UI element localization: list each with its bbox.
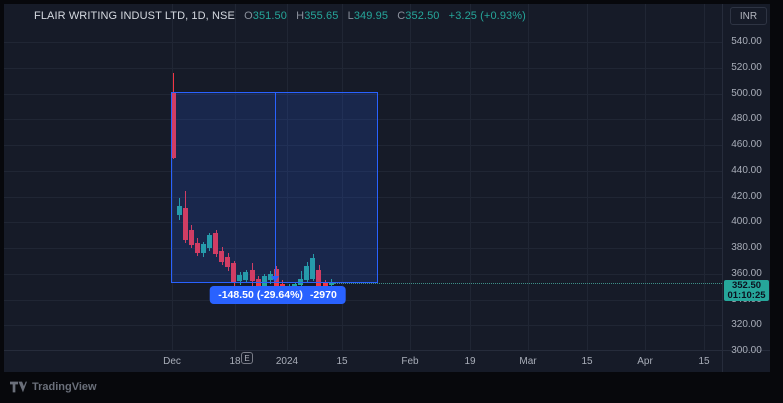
time-tick-label: 15 xyxy=(336,356,348,367)
low-value: 349.95 xyxy=(353,10,389,22)
measure-extra: -2970 xyxy=(309,289,337,302)
price-tick-label: 520.00 xyxy=(731,61,762,73)
bar-countdown: 01:10:25 xyxy=(727,289,766,301)
h-gridline xyxy=(4,300,722,301)
candle xyxy=(195,242,200,254)
candle xyxy=(201,244,206,254)
price-tick-label: 320.00 xyxy=(731,319,762,331)
h-gridline xyxy=(4,222,722,223)
currency-toggle-button[interactable]: INR xyxy=(730,7,767,25)
v-gridline xyxy=(342,4,343,350)
h-gridline xyxy=(4,274,722,275)
measure-vline xyxy=(274,92,276,278)
price-tick-label: 440.00 xyxy=(731,164,762,176)
h-gridline xyxy=(4,248,722,249)
h-gridline xyxy=(4,197,722,198)
h-gridline xyxy=(4,145,722,146)
v-gridline xyxy=(704,4,705,350)
candle xyxy=(329,283,334,285)
price-tick-label: 500.00 xyxy=(731,87,762,99)
time-axis[interactable]: Dec 18 2024 15 Feb 19 Mar 15 Apr 15 E xyxy=(4,351,722,372)
candle xyxy=(183,208,188,241)
symbol-header: FLAIR WRITING INDUST LTD, 1D, NSE O351.5… xyxy=(34,10,526,22)
candle xyxy=(304,266,309,281)
time-tick-label: Apr xyxy=(637,356,653,367)
candle xyxy=(316,269,321,287)
last-price-value: 352.50 xyxy=(731,279,762,291)
candle xyxy=(171,92,176,158)
candle xyxy=(207,235,212,248)
chart-panel[interactable]: -148.50 (-29.64%) -2970 FLAIR WRITING INDU… xyxy=(4,4,770,372)
candlestick-plot-area[interactable]: -148.50 (-29.64%) -2970 xyxy=(4,4,722,350)
tradingview-logo-text: TradingView xyxy=(32,381,97,393)
candle xyxy=(237,275,242,282)
v-gridline xyxy=(528,4,529,350)
price-tick-label: 460.00 xyxy=(731,139,762,150)
candle xyxy=(225,257,230,268)
v-gridline xyxy=(587,4,588,350)
candle xyxy=(189,229,194,246)
high-value: 355.65 xyxy=(304,10,339,22)
candle xyxy=(243,272,248,281)
v-gridline xyxy=(645,4,646,350)
candle xyxy=(250,269,255,282)
time-tick-label: 2024 xyxy=(275,356,299,367)
open-value: 351.50 xyxy=(252,10,287,22)
close-label: C xyxy=(397,10,406,22)
price-axis-separator xyxy=(722,4,723,372)
symbol-interval-exchange: , 1D, NSE xyxy=(185,10,235,22)
price-tick-label: 300.00 xyxy=(731,345,762,356)
price-tick-label: 420.00 xyxy=(731,190,762,202)
h-gridline xyxy=(4,94,722,95)
measure-price-change: -148.50 xyxy=(218,289,254,302)
price-axis[interactable]: 540.00 520.00 500.00 480.00 460.00 440.00 420.… xyxy=(723,4,770,356)
v-gridline xyxy=(172,4,173,350)
measure-percent: (-29.64%) xyxy=(256,289,303,302)
v-gridline xyxy=(470,4,471,350)
symbol-name[interactable]: FLAIR WRITING INDUST LTD xyxy=(34,10,186,22)
h-gridline xyxy=(4,171,722,172)
measure-arrowhead-icon xyxy=(271,276,279,283)
time-tick-label: 18 xyxy=(229,356,241,367)
price-tick-label: 480.00 xyxy=(731,113,762,125)
price-tick-label: 360.00 xyxy=(731,267,762,279)
candle xyxy=(231,263,236,283)
low-label: L xyxy=(347,10,354,22)
candle xyxy=(310,258,315,279)
time-axis-separator xyxy=(4,350,770,351)
h-gridline xyxy=(4,119,722,120)
v-gridline xyxy=(235,4,236,350)
change-value: +3.25 (+0.93%) xyxy=(448,10,526,22)
v-gridline xyxy=(410,4,411,350)
time-tick-label: 15 xyxy=(698,356,710,367)
price-tick-label: 380.00 xyxy=(731,242,762,253)
measure-tool-label[interactable]: -148.50 (-29.64%) -2970 xyxy=(209,286,346,305)
candle xyxy=(177,205,182,215)
h-gridline xyxy=(4,42,722,43)
candle xyxy=(256,278,261,290)
close-value: 352.50 xyxy=(405,10,440,22)
current-price-line xyxy=(334,283,722,284)
last-price-badge: 352.50 01:10:25 xyxy=(724,280,769,301)
candle xyxy=(213,232,218,255)
candle xyxy=(268,273,273,281)
time-tick-label: Feb xyxy=(401,356,419,367)
price-tick-label: 400.00 xyxy=(731,216,762,228)
v-gridline xyxy=(287,4,288,350)
tradingview-logo-icon xyxy=(10,381,27,393)
price-tick-label: 540.00 xyxy=(731,36,762,47)
time-tick-label: 19 xyxy=(464,356,476,367)
time-tick-label: 15 xyxy=(581,356,593,367)
candle xyxy=(219,250,224,263)
candle xyxy=(262,276,267,287)
candle xyxy=(298,278,303,286)
time-tick-label: Mar xyxy=(519,356,537,367)
time-tick-label: Dec xyxy=(163,356,181,367)
tradingview-logo[interactable]: TradingView xyxy=(10,381,97,393)
high-label: H xyxy=(296,10,305,22)
earnings-marker[interactable]: E xyxy=(241,352,253,364)
h-gridline xyxy=(4,68,722,69)
open-label: O xyxy=(244,10,253,22)
h-gridline xyxy=(4,325,722,326)
